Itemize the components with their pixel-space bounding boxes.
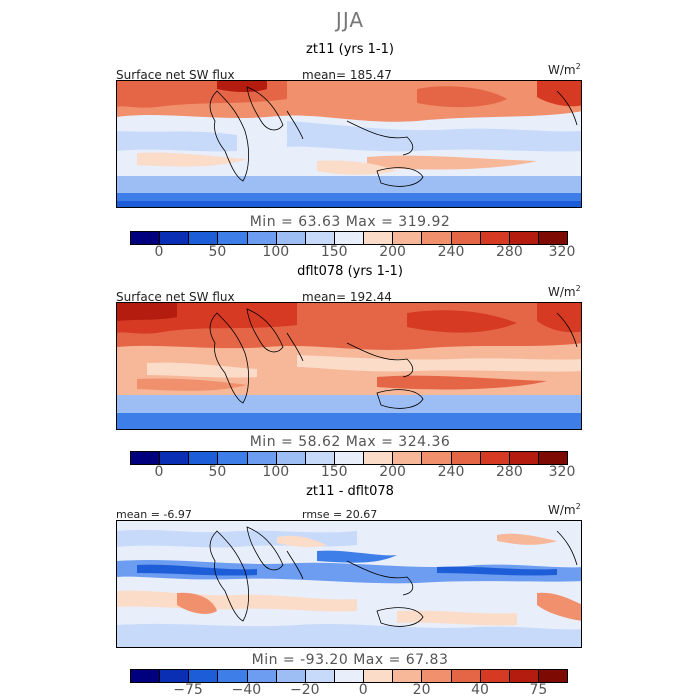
colorbar-swatch bbox=[305, 232, 335, 244]
colorbar-swatch bbox=[160, 232, 190, 244]
colorbar-tick-label: 0 bbox=[154, 244, 164, 260]
colorbar-tick-label: 100 bbox=[262, 244, 290, 260]
colorbar-swatch bbox=[509, 232, 539, 244]
minmax-label: Min = -93.20 Max = 67.83 bbox=[251, 652, 449, 668]
colorbar-swatch bbox=[160, 670, 190, 682]
mean-label: mean= 185.47 bbox=[302, 68, 392, 82]
colorbar-swatch bbox=[538, 670, 568, 682]
panel-title: dflt078 (yrs 1-1) bbox=[297, 264, 403, 279]
colorbar-swatch bbox=[480, 452, 510, 464]
units-label: W/m2 bbox=[548, 62, 581, 77]
colorbar-tick-label: 20 bbox=[412, 682, 431, 698]
colorbar-tick-label: 320 bbox=[548, 464, 576, 480]
colorbar-swatch bbox=[509, 670, 539, 682]
colorbar-swatch bbox=[247, 452, 277, 464]
variable-label: Surface net SW flux bbox=[116, 290, 235, 304]
colorbar-tick-label: 40 bbox=[471, 682, 489, 698]
colorbar-swatch bbox=[509, 452, 539, 464]
colorbar-tick-label: 240 bbox=[437, 244, 465, 260]
colorbar-swatch bbox=[276, 670, 306, 682]
colorbar-swatch bbox=[334, 670, 365, 682]
colorbar bbox=[130, 669, 568, 683]
colorbar-swatch bbox=[451, 452, 481, 464]
colorbar-tick-label: 320 bbox=[548, 244, 576, 260]
colorbar-tick-label: 240 bbox=[437, 464, 465, 480]
colorbar-swatch bbox=[189, 452, 219, 464]
colorbar-swatch bbox=[218, 452, 248, 464]
mean-label: mean= 192.44 bbox=[302, 290, 392, 304]
colorbar-tick-label: 280 bbox=[496, 464, 523, 480]
colorbar-swatch bbox=[393, 670, 423, 682]
colorbar-swatch bbox=[305, 452, 335, 464]
colorbar-swatch bbox=[422, 232, 452, 244]
colorbar-tick-label: 150 bbox=[320, 244, 348, 260]
colorbar-tick-label: 200 bbox=[379, 464, 406, 480]
colorbar-tick-label: 50 bbox=[208, 244, 227, 260]
colorbar-tick-label: 200 bbox=[379, 244, 406, 260]
colorbar-swatch bbox=[422, 452, 452, 464]
colorbar-swatch bbox=[480, 670, 510, 682]
colorbar-swatch bbox=[364, 232, 394, 244]
colorbar-swatch bbox=[160, 452, 190, 464]
colorbar-swatch bbox=[334, 232, 365, 244]
colorbar bbox=[130, 451, 568, 465]
colorbar-tick-label: 150 bbox=[320, 464, 348, 480]
colorbar-swatch bbox=[393, 232, 423, 244]
colorbar-swatch bbox=[422, 670, 452, 682]
colorbar-swatch bbox=[276, 232, 306, 244]
colorbar-swatch bbox=[364, 452, 394, 464]
colorbar-tick-label: 0 bbox=[358, 682, 368, 698]
map-panel-dflt078 bbox=[116, 302, 582, 430]
season-title: JJA bbox=[335, 8, 365, 32]
map-panel-zt11 bbox=[116, 80, 582, 208]
colorbar-tick-label: 280 bbox=[496, 244, 523, 260]
colorbar-swatch bbox=[451, 232, 481, 244]
colorbar bbox=[130, 231, 568, 245]
colorbar-tick-label: 50 bbox=[208, 464, 227, 480]
units-label: W/m2 bbox=[548, 502, 581, 517]
colorbar-swatch bbox=[538, 232, 568, 244]
colorbar-swatch bbox=[538, 452, 568, 464]
colorbar-swatch bbox=[189, 232, 219, 244]
colorbar-swatch bbox=[393, 452, 423, 464]
colorbar-swatch bbox=[189, 670, 219, 682]
rmse-label: rmse = 20.67 bbox=[302, 508, 378, 521]
colorbar-swatch bbox=[131, 232, 161, 244]
panel-title: zt11 (yrs 1-1) bbox=[306, 42, 394, 57]
colorbar-tick-label: 75 bbox=[529, 682, 548, 698]
colorbar-swatch bbox=[218, 670, 248, 682]
colorbar-swatch bbox=[131, 670, 161, 682]
colorbar-swatch bbox=[247, 232, 277, 244]
panel-title: zt11 - dflt078 bbox=[306, 484, 394, 499]
variable-label: Surface net SW flux bbox=[116, 68, 235, 82]
colorbar-tick-label: 100 bbox=[262, 464, 290, 480]
colorbar-ticks: −75 −40 −20 0 20 40 75 bbox=[130, 682, 568, 700]
colorbar-tick-label: −40 bbox=[231, 682, 262, 698]
colorbar-swatch bbox=[276, 452, 306, 464]
colorbar-swatch bbox=[451, 670, 481, 682]
minmax-label: Min = 63.63 Max = 319.92 bbox=[249, 214, 451, 230]
colorbar-swatch bbox=[131, 452, 161, 464]
colorbar-swatch bbox=[364, 670, 394, 682]
colorbar-swatch bbox=[247, 670, 277, 682]
units-label: W/m2 bbox=[548, 284, 581, 299]
colorbar-swatch bbox=[334, 452, 365, 464]
colorbar-tick-label: −75 bbox=[173, 682, 203, 698]
colorbar-ticks: 0 50 100 150 200 240 280 320 bbox=[130, 464, 576, 482]
colorbar-swatch bbox=[480, 232, 510, 244]
colorbar-swatch bbox=[218, 232, 248, 244]
colorbar-swatch bbox=[305, 670, 335, 682]
colorbar-ticks: 0 50 100 150 200 240 280 320 bbox=[130, 244, 576, 262]
mean-label: mean = -6.97 bbox=[116, 508, 192, 521]
colorbar-tick-label: −20 bbox=[290, 682, 320, 698]
map-panel-difference bbox=[116, 520, 582, 648]
minmax-label: Min = 58.62 Max = 324.36 bbox=[249, 434, 451, 450]
colorbar-tick-label: 0 bbox=[154, 464, 164, 480]
